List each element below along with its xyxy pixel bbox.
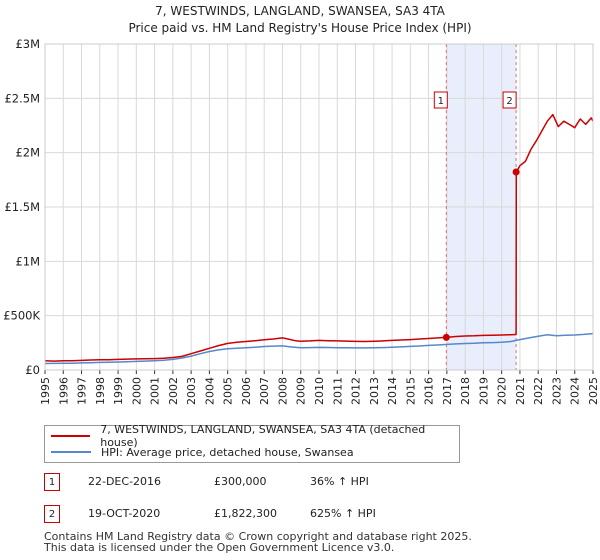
x-tick-label: 2013: [368, 377, 381, 405]
x-tick-label: 2011: [331, 377, 344, 405]
x-tick-label: 2019: [477, 377, 490, 405]
transaction-date: 19-OCT-2020: [88, 507, 161, 520]
annotation-badge: [433, 91, 448, 109]
x-tick-label: 2023: [550, 377, 563, 405]
legend-item-hpi: HPI: Average price, detached house, Swan…: [51, 444, 354, 460]
x-tick-label: 1999: [112, 377, 125, 405]
y-tick-label: £1M: [15, 254, 40, 268]
plot-frame: [44, 43, 594, 371]
legend-swatch-property: [51, 435, 91, 437]
x-tick-label: 2020: [496, 377, 509, 405]
legend-label-property: 7, WESTWINDS, LANGLAND, SWANSEA, SA3 4TA…: [100, 423, 426, 449]
y-tick-label: £2.5M: [4, 91, 40, 105]
transaction-price: £1,822,300: [214, 507, 277, 520]
x-tick-label: 2017: [441, 377, 454, 405]
x-tick-label: 2000: [130, 377, 143, 405]
x-tick-label: 2022: [532, 377, 545, 405]
transaction-badge: 1: [44, 473, 60, 491]
x-tick-label: 1996: [57, 377, 70, 405]
transaction-row: 1 22-DEC-2016 £300,000 36% ↑ HPI: [44, 472, 544, 492]
x-tick-label: 1998: [94, 377, 107, 405]
transaction-hpi-change: 36% ↑ HPI: [310, 475, 369, 488]
footer-line-2: This data is licensed under the Open Gov…: [44, 541, 395, 554]
y-tick-label: £2M: [15, 146, 40, 160]
transaction-badge: 2: [44, 505, 60, 523]
x-tick-label: 2015: [404, 377, 417, 405]
x-tick-label: 1997: [76, 377, 89, 405]
legend-item-property: 7, WESTWINDS, LANGLAND, SWANSEA, SA3 4TA…: [51, 423, 459, 449]
chart-subtitle: Price paid vs. HM Land Registry's House …: [128, 21, 471, 35]
x-tick-label: 2014: [386, 377, 399, 405]
annotation-label: 2: [506, 96, 512, 107]
y-tick-label: £500K: [3, 309, 40, 323]
y-tick-label: £3M: [15, 37, 40, 51]
sale-point: [442, 333, 450, 341]
x-tick-label: 2024: [569, 377, 582, 405]
x-tick-label: 2003: [185, 377, 198, 405]
legend-swatch-hpi: [51, 451, 91, 453]
x-tick-label: 2001: [149, 377, 162, 405]
x-tick-label: 2002: [167, 377, 180, 405]
x-tick-label: 2008: [276, 377, 289, 405]
transaction-hpi-change: 625% ↑ HPI: [310, 507, 376, 520]
transaction-price: £300,000: [214, 475, 267, 488]
transaction-row: 2 19-OCT-2020 £1,822,300 625% ↑ HPI: [44, 504, 544, 524]
footer-attribution: Contains HM Land Registry data © Crown c…: [44, 531, 472, 553]
x-tick-label: 2016: [423, 377, 436, 405]
chart-title: 7, WESTWINDS, LANGLAND, SWANSEA, SA3 4TA: [155, 4, 446, 18]
x-tick-label: 2010: [313, 377, 326, 405]
price-chart: 7, WESTWINDS, LANGLAND, SWANSEA, SA3 4TA…: [3, 4, 600, 405]
x-tick-label: 2018: [459, 377, 472, 405]
x-tick-label: 2006: [240, 377, 253, 405]
annotation-badge: [502, 91, 517, 109]
series-line-hpi: [44, 332, 594, 365]
sale-point: [512, 168, 520, 176]
x-tick-label: 2012: [350, 377, 363, 405]
series-line-property: [44, 113, 594, 362]
x-tick-label: 2009: [295, 377, 308, 405]
chart-legend: 7, WESTWINDS, LANGLAND, SWANSEA, SA3 4TA…: [44, 423, 460, 463]
y-tick-label: £1.5M: [4, 200, 40, 214]
x-tick-label: 2007: [258, 377, 271, 405]
x-tick-label: 2025: [587, 377, 600, 405]
x-tick-label: 2021: [514, 377, 527, 405]
x-tick-label: 2005: [222, 377, 235, 405]
y-tick-label: £0: [25, 363, 40, 377]
legend-label-hpi: HPI: Average price, detached house, Swan…: [101, 445, 354, 459]
annotation-label: 1: [438, 96, 444, 107]
x-tick-label: 2004: [203, 377, 216, 405]
x-tick-label: 1995: [39, 377, 52, 405]
footer-line-1: Contains HM Land Registry data © Crown c…: [44, 530, 472, 543]
transaction-date: 22-DEC-2016: [88, 475, 162, 488]
